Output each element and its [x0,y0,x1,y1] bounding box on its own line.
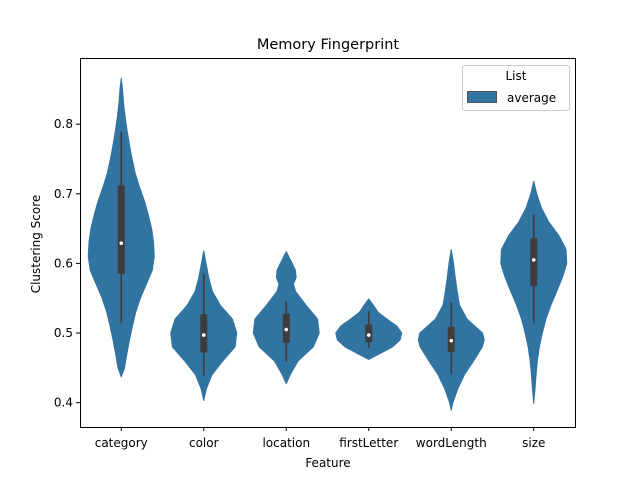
x-axis-label: Feature [305,456,350,470]
violin-color [170,250,238,402]
violin-wordLength [417,248,485,411]
x-tick-label-category: category [95,436,148,450]
violin-median-point [366,333,371,337]
violin-median-point [119,241,124,245]
violin-median-point [201,333,206,337]
x-tick-label-size: size [522,436,545,450]
violin-category [87,77,155,378]
legend-swatch [467,91,497,103]
y-axis-label: Clustering Score [29,195,43,294]
violin-median-point [531,258,536,262]
y-axis-ticks: 0.4 0.5 0.6 0.7 0.8 [54,117,80,410]
violin-median-point [449,338,454,343]
x-axis-ticks: category color location firstLetter wordLeng… [95,427,545,450]
violin-median-point [284,327,289,332]
x-tick-label-color: color [189,436,219,450]
chart-title: Memory Fingerprint [257,37,400,53]
violin-firstLetter [335,298,403,360]
legend-title: List [506,69,527,83]
y-tick-label: 0.8 [54,117,73,131]
y-tick-label: 0.5 [54,326,73,340]
plot-frame [80,58,576,428]
violin-location [252,251,320,385]
violin-size [500,180,568,404]
x-tick-label-location: location [262,436,310,450]
violin-iqr-box [530,238,538,287]
legend: List average [462,65,570,111]
y-tick-label: 0.6 [54,256,73,270]
legend-entry-average: average [507,91,556,105]
violins [87,77,568,411]
violin-iqr-box [117,185,125,274]
x-tick-label-firstLetter: firstLetter [339,436,398,450]
y-tick-label: 0.7 [54,187,73,201]
x-tick-label-wordLength: wordLength [416,436,487,450]
y-tick-label: 0.4 [54,396,73,410]
